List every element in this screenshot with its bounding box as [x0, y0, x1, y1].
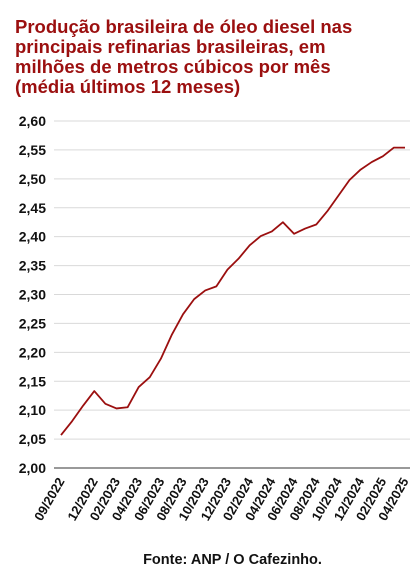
y-tick-label: 2,35: [19, 258, 46, 274]
y-tick-label: 2,55: [19, 142, 46, 158]
chart-title-line-1: Produção brasileira de óleo diesel nas: [15, 16, 353, 37]
y-tick-label: 2,20: [19, 344, 46, 360]
line-chart: 2,00 2,05 2,10 2,15 2,20 2,25 2,30 2,35 2,40 2,45…: [19, 113, 412, 523]
y-tick-label: 2,15: [19, 373, 46, 389]
chart-title-line-4: (média últimos 12 meses): [15, 76, 241, 97]
source-note: Fonte: ANP / O Cafezinho.: [143, 552, 322, 568]
y-tick-label: 2,40: [19, 229, 46, 245]
y-tick-label: 2,05: [19, 431, 46, 447]
diesel-production-line: [60, 146, 405, 436]
chart-title-line-2: principais refinarias brasileiras, em: [15, 36, 326, 57]
chart-title: Produção brasileira de óleo diesel nas p…: [15, 17, 415, 97]
y-tick-label: 2,30: [19, 287, 46, 303]
y-tick-label: 2,25: [19, 315, 46, 331]
y-tick-label: 2,45: [19, 200, 46, 216]
y-tick-label: 2,00: [19, 460, 46, 476]
x-axis-ticks: 09/202212/202202/202304/202306/202308/20…: [31, 474, 411, 523]
y-axis-ticks: 2,00 2,05 2,10 2,15 2,20 2,25 2,30 2,35 2,40 2,45…: [19, 113, 46, 476]
y-tick-label: 2,50: [19, 171, 46, 187]
chart-title-line-3: milhões de metros cúbicos por mês: [15, 56, 331, 77]
y-tick-label: 2,10: [19, 402, 46, 418]
x-tick-label: 09/2022: [31, 475, 67, 523]
y-tick-label: 2,60: [19, 113, 46, 129]
